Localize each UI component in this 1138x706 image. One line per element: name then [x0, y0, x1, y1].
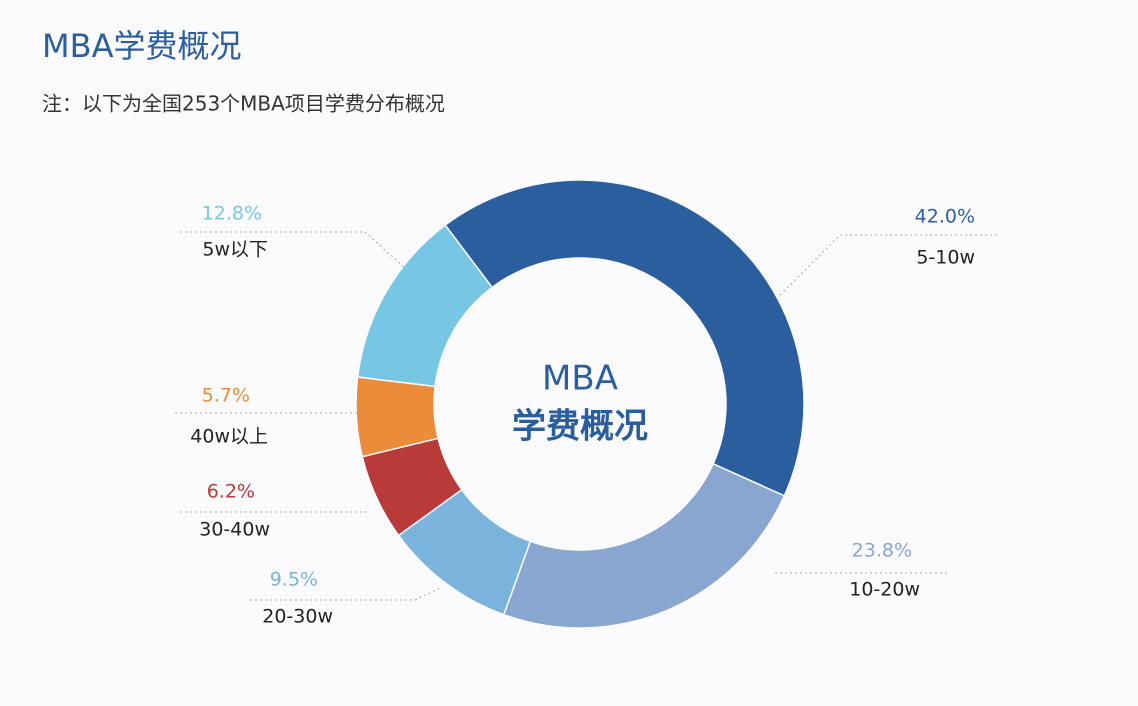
- category-label: 5-10w: [916, 247, 975, 269]
- leader-line: [779, 234, 1000, 296]
- category-label: 40w以上: [190, 426, 268, 448]
- leader-line: [250, 587, 441, 601]
- donut-slice: [356, 224, 494, 388]
- leader-line: [180, 231, 406, 269]
- center-label: MBA: [542, 359, 618, 399]
- value-label: 12.8%: [202, 203, 262, 225]
- center-label: 学费概况: [512, 407, 648, 447]
- chart-title: MBA学费概况: [42, 27, 241, 65]
- value-label: 9.5%: [270, 569, 318, 591]
- value-label: 5.7%: [202, 385, 250, 407]
- value-label: 6.2%: [207, 481, 255, 503]
- donut-slice: [444, 179, 805, 497]
- donut-slice: [502, 462, 786, 629]
- category-label: 5w以下: [202, 239, 268, 261]
- chart-subtitle: 注：以下为全国253个MBA项目学费分布概况: [42, 92, 445, 116]
- value-label: 23.8%: [852, 540, 912, 562]
- category-label: 30-40w: [199, 519, 270, 541]
- category-label: 20-30w: [262, 606, 333, 628]
- category-label: 10-20w: [849, 579, 920, 601]
- value-label: 42.0%: [915, 206, 975, 228]
